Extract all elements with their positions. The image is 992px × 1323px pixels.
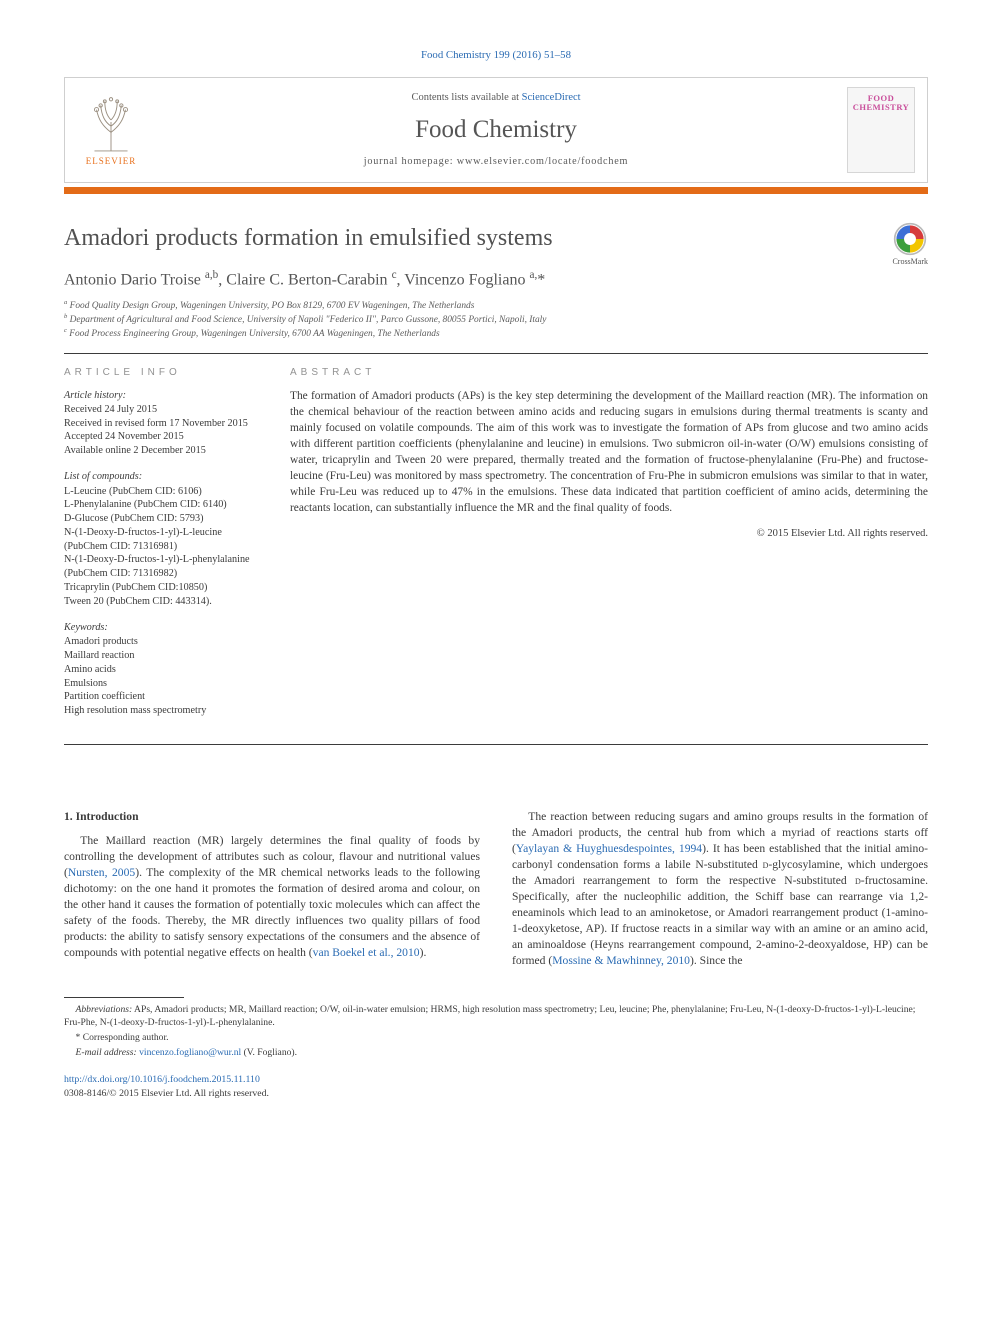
citation-nursten-2005[interactable]: Nursten, 2005 <box>68 866 135 879</box>
keywords-label: Keywords: <box>64 621 262 635</box>
affiliations: a Food Quality Design Group, Wageningen … <box>64 299 928 340</box>
elsevier-tree-icon <box>80 91 142 153</box>
keyword-line: Amino acids <box>64 663 262 677</box>
keyword-line: Amadori products <box>64 635 262 649</box>
orange-divider-bar <box>64 187 928 195</box>
abstract-heading: ABSTRACT <box>290 366 928 380</box>
affiliation: a Food Quality Design Group, Wageningen … <box>64 299 928 313</box>
citation-vanboekel-2010[interactable]: van Boekel et al., 2010 <box>313 946 420 959</box>
doi-meta: 0308-8146/© 2015 Elsevier Ltd. All right… <box>64 1088 269 1099</box>
journal-name: Food Chemistry <box>415 113 577 147</box>
publisher-logo: ELSEVIER <box>65 78 157 182</box>
abstract-text: The formation of Amadori products (APs) … <box>290 389 928 517</box>
rule-above-info <box>64 353 928 354</box>
article-history-line: Received 24 July 2015 <box>64 403 262 417</box>
compound-line: D-Glucose (PubChem CID: 5793) <box>64 512 262 526</box>
section-1-heading: 1. Introduction <box>64 809 480 825</box>
rule-below-info <box>64 744 928 745</box>
homepage-url[interactable]: www.elsevier.com/locate/foodchem <box>457 156 628 167</box>
article-history-line: Received in revised form 17 November 201… <box>64 417 262 431</box>
citation-yaylayan-1994[interactable]: Yaylayan & Huyghuesdespointes, 1994 <box>516 842 702 855</box>
email-label: E-mail address: <box>76 1047 140 1058</box>
keyword-line: Partition coefficient <box>64 690 262 704</box>
affiliation: b Department of Agricultural and Food Sc… <box>64 313 928 327</box>
compound-line: N-(1-Deoxy-D-fructos-1-yl)-L-leucine (Pu… <box>64 526 262 554</box>
article-history-line: Accepted 24 November 2015 <box>64 430 262 444</box>
compound-line: N-(1-Deoxy-D-fructos-1-yl)-L-phenylalani… <box>64 553 262 581</box>
crossmark-badge[interactable]: CrossMark <box>892 222 928 268</box>
article-title: Amadori products formation in emulsified… <box>64 222 553 254</box>
email-footnote: E-mail address: vincenzo.fogliano@wur.nl… <box>64 1047 928 1060</box>
homepage-prefix: journal homepage: <box>364 156 457 167</box>
keyword-line: Emulsions <box>64 677 262 691</box>
doi-link[interactable]: http://dx.doi.org/10.1016/j.foodchem.201… <box>64 1074 260 1085</box>
journal-header-box: ELSEVIER Contents lists available at Sci… <box>64 77 928 183</box>
abstract-column: ABSTRACT The formation of Amadori produc… <box>290 366 928 730</box>
article-info-column: ARTICLE INFO Article history: Received 2… <box>64 366 262 730</box>
compounds-label: List of compounds: <box>64 470 262 484</box>
journal-cover-thumb: FOOD CHEMISTRY <box>835 78 927 182</box>
keyword-line: Maillard reaction <box>64 649 262 663</box>
corresponding-author-footnote: * Corresponding author. <box>64 1032 928 1045</box>
article-history-label: Article history: <box>64 389 262 403</box>
abbrev-label: Abbreviations: <box>76 1004 133 1015</box>
crossmark-icon <box>893 222 927 256</box>
sciencedirect-link[interactable]: ScienceDirect <box>522 92 581 103</box>
article-history-line: Available online 2 December 2015 <box>64 444 262 458</box>
body-two-columns: 1. Introduction The Maillard reaction (M… <box>64 809 928 969</box>
journal-reference: Food Chemistry 199 (2016) 51–58 <box>64 48 928 63</box>
compound-line: L-Leucine (PubChem CID: 6106) <box>64 485 262 499</box>
compound-line: Tween 20 (PubChem CID: 443314). <box>64 595 262 609</box>
cover-title: FOOD CHEMISTRY <box>848 94 914 113</box>
footnote-separator <box>64 997 184 998</box>
abstract-copyright: © 2015 Elsevier Ltd. All rights reserved… <box>290 527 928 541</box>
article-info-heading: ARTICLE INFO <box>64 366 262 380</box>
citation-mossine-2010[interactable]: Mossine & Mawhinney, 2010 <box>552 954 690 967</box>
crossmark-label: CrossMark <box>892 257 928 268</box>
footnotes-block: Abbreviations: APs, Amadori products; MR… <box>64 1004 928 1060</box>
compound-line: Tricaprylin (PubChem CID:10850) <box>64 581 262 595</box>
journal-homepage: journal homepage: www.elsevier.com/locat… <box>364 155 629 169</box>
abbreviations-footnote: Abbreviations: APs, Amadori products; MR… <box>64 1004 928 1030</box>
contents-prefix: Contents lists available at <box>411 92 521 103</box>
compound-line: L-Phenylalanine (PubChem CID: 6140) <box>64 498 262 512</box>
intro-paragraph-1: The Maillard reaction (MR) largely deter… <box>64 833 480 961</box>
email-link[interactable]: vincenzo.fogliano@wur.nl <box>139 1047 241 1058</box>
doi-block: http://dx.doi.org/10.1016/j.foodchem.201… <box>64 1073 928 1099</box>
authors-line: Antonio Dario Troise a,b, Claire C. Bert… <box>64 268 928 291</box>
contents-list-line: Contents lists available at ScienceDirec… <box>411 91 580 105</box>
intro-paragraph-2: The reaction between reducing sugars and… <box>512 809 928 969</box>
keyword-line: High resolution mass spectrometry <box>64 704 262 718</box>
affiliation: c Food Process Engineering Group, Wageni… <box>64 327 928 341</box>
elsevier-wordmark: ELSEVIER <box>86 155 137 167</box>
